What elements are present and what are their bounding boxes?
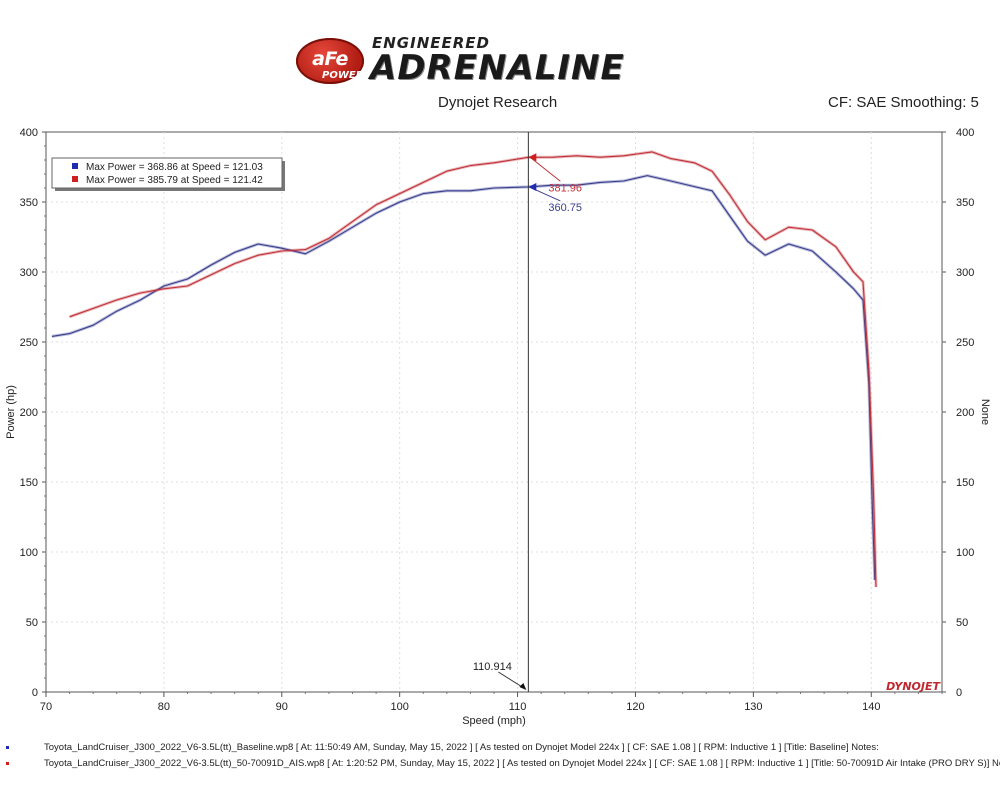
footer-dot-baseline — [6, 746, 9, 749]
y-tick-label-right: 100 — [956, 547, 974, 559]
annotation-leader — [531, 157, 561, 182]
y-tick-label-right: 0 — [956, 687, 962, 699]
y-tick-label-left: 0 — [32, 687, 38, 699]
y-tick-label-left: 50 — [26, 617, 38, 629]
footer-run-baseline: Toyota_LandCruiser_J300_2022_V6-3.5L(tt)… — [44, 742, 879, 753]
y-tick-label-left: 250 — [20, 337, 38, 349]
header-right-info: CF: SAE Smoothing: 5 — [828, 94, 979, 111]
annotation-value: 381.96 — [548, 182, 582, 194]
logo-name: ADRENALINE — [370, 48, 625, 88]
legend-swatch — [72, 176, 78, 182]
legend-swatch — [72, 163, 78, 169]
badge-subtext: POWER — [322, 70, 364, 81]
y-tick-label-right: 400 — [956, 127, 974, 139]
y-tick-label-left: 100 — [20, 547, 38, 559]
legend-label: Max Power = 368.86 at Speed = 121.03 — [86, 162, 263, 173]
x-axis-label: Speed (mph) — [462, 715, 526, 727]
x-tick-label: 110 — [509, 701, 527, 713]
header-center-title: Dynojet Research — [438, 94, 558, 111]
y-tick-label-left: 300 — [20, 267, 38, 279]
annotation-marker — [528, 153, 537, 162]
y-tick-label-right: 350 — [956, 197, 974, 209]
y-tick-label-right: 200 — [956, 407, 974, 419]
y-axis-label: Power (hp) — [5, 385, 17, 439]
y-tick-label-right: 50 — [956, 617, 968, 629]
x-tick-label: 130 — [744, 701, 762, 713]
y-tick-label-left: 350 — [20, 197, 38, 209]
footer-dot-intake — [6, 762, 9, 765]
afe-adrenaline-logo: aFe POWER ENGINEERED ADRENALINE — [296, 34, 706, 90]
y-tick-label-left: 400 — [20, 127, 38, 139]
y-tick-label-right: 300 — [956, 267, 974, 279]
x-tick-label: 120 — [626, 701, 644, 713]
footer-run-intake: Toyota_LandCruiser_J300_2022_V6-3.5L(tt)… — [44, 758, 1000, 769]
x-tick-label: 70 — [40, 701, 52, 713]
legend-label: Max Power = 385.79 at Speed = 121.42 — [86, 175, 263, 186]
y-tick-label-right: 250 — [956, 337, 974, 349]
annotation-marker — [528, 182, 537, 191]
x-tick-label: 90 — [276, 701, 288, 713]
x-tick-label: 100 — [391, 701, 409, 713]
annotation-value: 360.75 — [548, 202, 582, 214]
cursor-arrow — [519, 683, 527, 690]
y-tick-label-right: 150 — [956, 477, 974, 489]
series-line-baseline — [51, 175, 876, 581]
y-tick-label-left: 200 — [20, 407, 38, 419]
badge-text: aFe — [312, 48, 348, 70]
y-axis-label-right: None — [979, 399, 991, 425]
logo-tagline: ENGINEERED — [372, 34, 490, 52]
cursor-x-label: 110.914 — [473, 661, 512, 673]
x-tick-label: 140 — [862, 701, 880, 713]
y-tick-label-left: 150 — [20, 477, 38, 489]
x-tick-label: 80 — [158, 701, 170, 713]
afe-power-badge: aFe POWER — [296, 38, 364, 84]
legend-box — [51, 157, 283, 189]
dynojet-brand-mark: DYNOJET — [886, 680, 941, 693]
